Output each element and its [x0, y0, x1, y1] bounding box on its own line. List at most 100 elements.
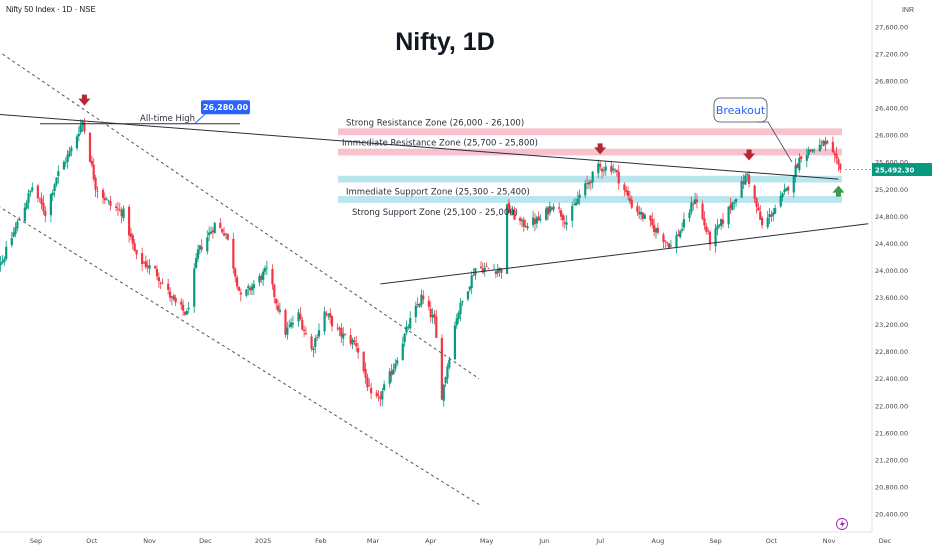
candle-body — [548, 206, 551, 213]
candle-body — [155, 268, 159, 277]
candle-body — [83, 122, 86, 132]
candle-body — [103, 197, 106, 201]
candle-body — [414, 305, 417, 318]
price-tick-label: 25,200.00 — [875, 186, 908, 194]
candle-body — [77, 133, 80, 137]
candle-body — [455, 318, 458, 326]
candle-body — [23, 207, 26, 222]
candle-body — [653, 224, 656, 233]
price-tick-label: 22,000.00 — [875, 402, 908, 410]
candle-body — [578, 194, 581, 198]
candle-body — [392, 369, 395, 375]
candle-body — [766, 217, 769, 228]
candle-body — [550, 207, 553, 210]
candle-body — [708, 231, 712, 245]
candle-body — [638, 211, 641, 215]
candle-body — [630, 199, 633, 208]
candle-body — [779, 195, 782, 207]
candle-body — [252, 284, 255, 289]
candle-body — [586, 182, 589, 184]
time-tick-label: Jul — [595, 537, 604, 545]
symbol-header: Nifty 50 Index · 1D · NSE — [6, 5, 96, 14]
time-tick-label: Oct — [766, 537, 778, 545]
candle-body — [734, 198, 738, 203]
candle-body — [485, 266, 488, 268]
time-tick-label: 2025 — [255, 537, 272, 545]
candle-body — [396, 360, 399, 364]
candle-body — [167, 283, 170, 290]
zone-label: Immediate Resistance Zone (25,700 - 25,8… — [342, 139, 538, 149]
candle-body — [459, 302, 462, 315]
candle-body — [835, 154, 838, 159]
candle-body — [62, 162, 66, 170]
candle-body — [237, 286, 241, 291]
candle-body — [105, 198, 108, 200]
price-tick-label: 21,600.00 — [875, 429, 908, 437]
candle-body — [494, 271, 497, 274]
candle-body — [824, 140, 827, 145]
candle-body — [249, 287, 252, 291]
candle-body — [157, 277, 160, 282]
candle-body — [692, 204, 695, 205]
last-price-badge — [872, 163, 932, 177]
candle-body — [807, 149, 810, 156]
candle-body — [755, 198, 758, 207]
candle-body — [127, 206, 131, 236]
candle-body — [70, 147, 73, 152]
candle-body — [457, 312, 460, 320]
candle-body — [276, 305, 280, 311]
candle-body — [720, 219, 723, 226]
candle-body — [783, 189, 786, 193]
events-lightning-icon[interactable] — [836, 518, 848, 530]
candle-body — [375, 392, 378, 397]
candle-body — [729, 204, 732, 209]
candle-body — [403, 333, 406, 343]
candle-body — [247, 286, 250, 289]
candle-body — [12, 232, 15, 237]
candle-body — [703, 218, 706, 226]
candle-body — [234, 268, 237, 277]
candle-body — [262, 271, 265, 280]
candle-body — [181, 304, 185, 311]
channel-lower-line[interactable] — [0, 199, 480, 505]
candle-body — [25, 202, 28, 209]
candle-body — [49, 194, 52, 216]
candle-body — [329, 313, 332, 318]
candle-body — [418, 303, 421, 307]
candle-body — [774, 208, 777, 214]
candle-body — [340, 328, 343, 337]
candle-body — [822, 140, 825, 147]
candle-body — [148, 265, 151, 269]
candle-body — [805, 155, 808, 161]
candle-body — [235, 277, 239, 287]
candle-body — [636, 206, 639, 212]
candle-body — [196, 249, 200, 259]
chart-title: Nifty, 1D — [395, 28, 495, 56]
candle-body — [744, 175, 747, 185]
candle-body — [388, 371, 391, 384]
price-tick-label: 23,200.00 — [875, 321, 908, 329]
price-tick-label: 26,000.00 — [875, 132, 908, 140]
candle-body — [1, 261, 4, 264]
candle-body — [3, 258, 6, 262]
rising-support-trendline[interactable] — [380, 223, 869, 285]
candle-body — [299, 314, 302, 320]
candle-body — [349, 335, 352, 344]
candle-body — [628, 197, 632, 202]
candle-body — [273, 284, 276, 298]
candle-body — [602, 170, 605, 172]
candle-body — [584, 183, 587, 196]
time-tick-label: Dec — [879, 537, 892, 545]
time-tick-label: Sep — [30, 537, 42, 545]
candle-body — [224, 233, 228, 235]
candle-body — [107, 200, 110, 202]
candle-body — [794, 165, 797, 177]
candle-body — [705, 226, 708, 232]
candle-body — [379, 396, 382, 400]
price-tick-label: 20,800.00 — [875, 483, 908, 491]
candle-body — [781, 193, 784, 198]
candle-body — [770, 214, 773, 217]
candle-body — [16, 221, 19, 229]
time-tick-label: May — [480, 537, 494, 545]
